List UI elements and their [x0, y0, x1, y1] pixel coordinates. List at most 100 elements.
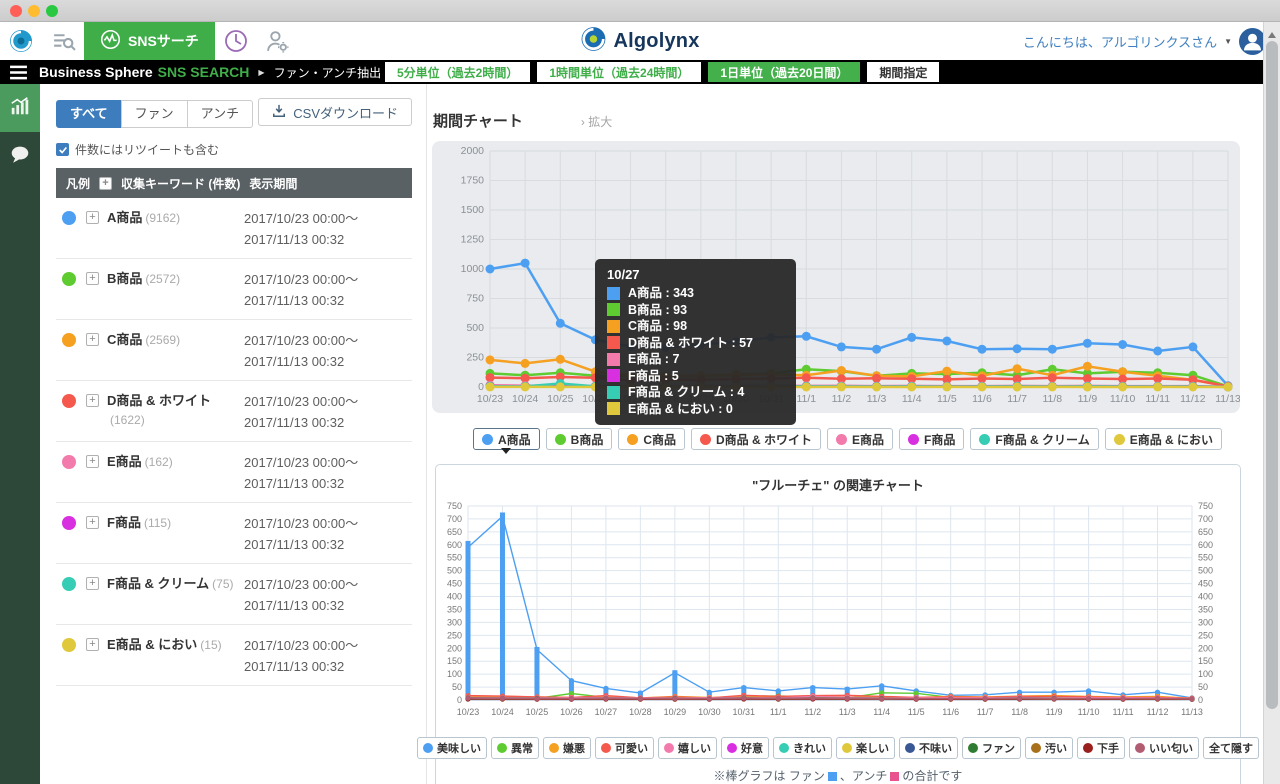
legend-button[interactable]: 美味しい	[417, 737, 487, 759]
header-legend-col: 凡例	[66, 176, 91, 191]
legend-dot-icon	[1031, 743, 1041, 753]
app-sub-name: SNS SEARCH	[157, 64, 250, 80]
expand-plus-icon[interactable]: +	[86, 394, 99, 407]
expand-all-plus-icon[interactable]: +	[99, 176, 113, 190]
legend-button[interactable]: 下手	[1077, 737, 1125, 759]
filter-tab[interactable]: アンチ	[186, 100, 254, 128]
keyword-count: (1622)	[110, 413, 145, 427]
time-range-button[interactable]: 期間指定	[867, 62, 940, 82]
svg-text:10/26: 10/26	[560, 707, 583, 717]
user-settings-icon[interactable]	[257, 22, 299, 60]
svg-text:50: 50	[452, 682, 462, 692]
legend-button[interactable]: D商品 & ホワイト	[691, 428, 822, 450]
legend-label: D商品 & ホワイト	[716, 432, 813, 447]
sidebar-item[interactable]	[0, 132, 40, 180]
period-from: 2017/10/23 00:00～	[244, 394, 359, 409]
legend-label: C商品	[643, 432, 677, 447]
retweet-checkbox-row: 件数にはリツイートも含む	[56, 141, 412, 158]
svg-text:250: 250	[447, 630, 462, 640]
legend-button[interactable]: C商品	[618, 428, 686, 450]
csv-download-button[interactable]: CSVダウンロード	[258, 98, 412, 126]
sidebar	[0, 84, 40, 784]
expand-plus-icon[interactable]: +	[86, 333, 99, 346]
legend-button[interactable]: 全て隠す	[1203, 737, 1259, 759]
period-to: 2017/11/13 00:32	[244, 659, 345, 674]
keyword-name: F商品 (115)	[107, 515, 172, 530]
csv-download-label: CSVダウンロード	[293, 105, 398, 121]
sidebar-item[interactable]	[0, 84, 40, 132]
legend-button[interactable]: いい匂い	[1129, 737, 1199, 759]
legend-button[interactable]: 嫌悪	[543, 737, 591, 759]
legend-button[interactable]: ファン	[962, 737, 1021, 759]
legend-label: F商品 & クリーム	[995, 432, 1090, 447]
tooltip-item: B商品 : 93	[607, 302, 788, 319]
hamburger-menu-icon[interactable]	[9, 65, 28, 80]
keyword-row: + D商品 & ホワイト(1622) 2017/10/23 00:00～ 2017/1…	[56, 381, 412, 442]
zoom-window-button[interactable]	[46, 5, 58, 17]
keyword-period: 2017/10/23 00:00～ 2017/11/13 00:32	[244, 208, 412, 250]
legend-button[interactable]: F商品	[899, 428, 965, 450]
legend-button[interactable]: 嬉しい	[658, 737, 717, 759]
related-chart-card: "フルーチェ" の関連チャート 10/23 10/24 10/25 10/26 10/2…	[417, 464, 1259, 784]
expand-plus-icon[interactable]: +	[86, 577, 99, 590]
sns-search-nav-button[interactable]: SNSサーチ	[84, 22, 215, 60]
retweet-checkbox[interactable]	[56, 143, 69, 156]
legend-color-dot	[62, 577, 76, 591]
expand-plus-icon[interactable]: +	[86, 638, 99, 651]
tooltip-item-text: E商品 : 7	[628, 352, 680, 366]
related-chart[interactable]: 10/23 10/24 10/25 10/26 10/27 10/28 10/29 10/30…	[436, 496, 1240, 729]
retweet-checkbox-label: 件数にはリツイートも含む	[75, 143, 220, 157]
app-logo-icon[interactable]	[0, 22, 42, 60]
svg-text:11/9: 11/9	[1046, 707, 1063, 717]
legend-button[interactable]: A商品	[473, 428, 540, 454]
expand-plus-icon[interactable]: +	[86, 516, 99, 529]
time-range-button[interactable]: 1日単位（過去20日間）	[708, 62, 861, 82]
filter-tab[interactable]: ファン	[120, 100, 188, 128]
svg-text:11/10: 11/10	[1078, 707, 1100, 717]
scrollbar-thumb[interactable]	[1266, 41, 1278, 709]
search-list-icon[interactable]	[42, 22, 84, 60]
svg-text:250: 250	[1198, 630, 1213, 640]
related-chart-legend: 美味しい 異常 嫌悪 可愛い 嬉しい 好意 きれい 楽しい 不味い ファン 汚い 下手 いい匂い 全て隠す	[417, 737, 1259, 759]
legend-button[interactable]: E商品 & におい	[1104, 428, 1223, 450]
clock-icon[interactable]	[215, 22, 257, 60]
svg-text:400: 400	[1198, 592, 1213, 602]
expand-plus-icon[interactable]: +	[86, 455, 99, 468]
tooltip-items: A商品 : 343 B商品 : 93 C商品 : 98 D商品 & ホワイト : 57…	[607, 285, 788, 417]
related-chart-title: "フルーチェ" の関連チャート	[752, 478, 924, 493]
legend-button[interactable]: 異常	[491, 737, 539, 759]
close-window-button[interactable]	[10, 5, 22, 17]
legend-button[interactable]: F商品 & クリーム	[970, 428, 1099, 450]
time-range-button[interactable]: 1時間単位（過去24時間）	[537, 62, 702, 82]
note-mid: 、アンチ	[839, 769, 888, 783]
tooltip-item: A商品 : 343	[607, 285, 788, 302]
legend-button[interactable]: B商品	[545, 428, 613, 450]
legend-button[interactable]: 不味い	[899, 737, 958, 759]
scrollbar-up-arrow[interactable]	[1268, 28, 1276, 38]
time-range-button[interactable]: 5分単位（過去2時間）	[385, 62, 531, 82]
expand-plus-icon[interactable]: +	[86, 211, 99, 224]
legend-button[interactable]: E商品	[827, 428, 894, 450]
avatar[interactable]	[1239, 28, 1266, 55]
legend-button[interactable]: 楽しい	[836, 737, 895, 759]
svg-text:600: 600	[1198, 540, 1213, 550]
minimize-window-button[interactable]	[28, 5, 40, 17]
legend-button[interactable]: 汚い	[1025, 737, 1073, 759]
filter-tab[interactable]: すべて	[56, 100, 122, 128]
scrollbar[interactable]	[1263, 22, 1280, 784]
legend-button[interactable]: きれい	[773, 737, 832, 759]
user-greeting[interactable]: こんにちは、アルゴリンクスさん ▼	[1023, 22, 1232, 60]
legend-button[interactable]: 好意	[721, 737, 769, 759]
main-content: 期間チャート › 拡大 10/2310/2410/2510/2610/2710/…	[417, 84, 1263, 784]
expand-plus-icon[interactable]: +	[86, 272, 99, 285]
svg-text:10/24: 10/24	[512, 393, 538, 405]
svg-text:11/8: 11/8	[1042, 393, 1062, 405]
expand-link[interactable]: › 拡大	[581, 113, 612, 130]
legend-button[interactable]: 可愛い	[595, 737, 654, 759]
period-chart[interactable]: 10/2310/2410/2510/2610/2710/2810/2910/30…	[432, 141, 1241, 418]
keyword-count: (162)	[144, 455, 173, 469]
brand-swirl-icon	[580, 26, 606, 57]
svg-text:11/7: 11/7	[977, 707, 994, 717]
tooltip-color-square	[607, 402, 620, 416]
svg-text:450: 450	[447, 579, 462, 589]
